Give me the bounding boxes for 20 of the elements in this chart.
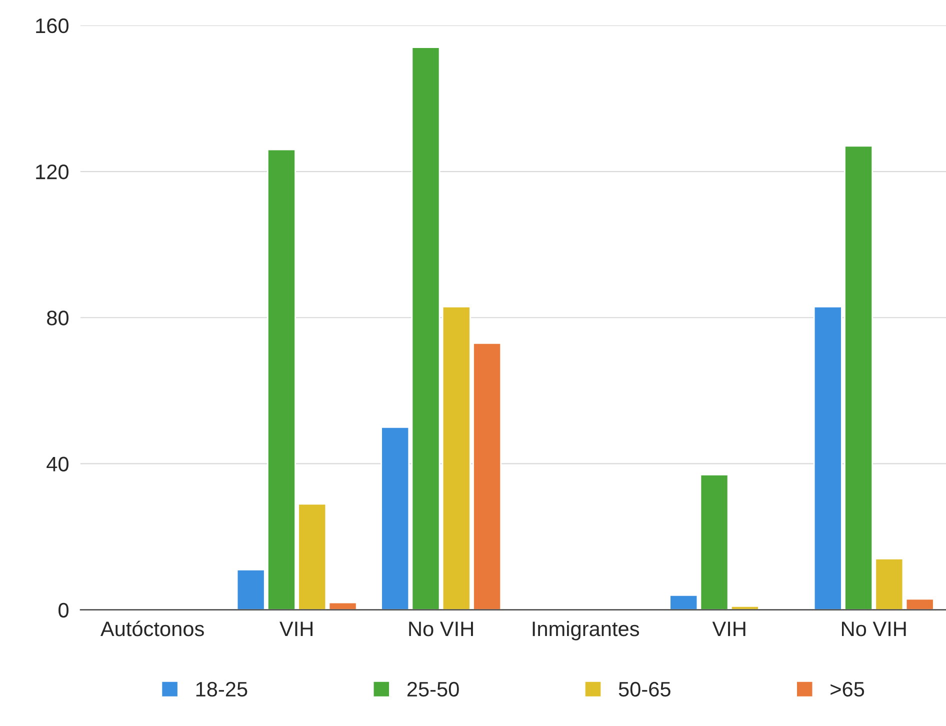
y-tick-label: 160 [36, 18, 68, 34]
legend-label: 18-25 [196, 682, 248, 697]
bar [328, 602, 358, 610]
y-tick-label: 0 [58, 602, 68, 618]
y-tick-label: 80 [47, 310, 68, 326]
bar [669, 594, 698, 610]
legend-label: 25-50 [407, 682, 459, 697]
bar [411, 46, 440, 610]
x-tick-label: Autóctonos [100, 620, 204, 636]
bar [380, 426, 410, 610]
bar [905, 598, 934, 610]
legend-label: >65 [830, 682, 864, 697]
x-tick-label: Inmigrantes [532, 620, 640, 640]
y-tick-label: 40 [46, 456, 68, 472]
x-tick-label: No VIH [409, 622, 473, 636]
x-tick-label: VIH [280, 622, 312, 636]
legend-label: 50-65 [618, 682, 670, 697]
x-tick-label: No VIH [842, 622, 906, 636]
y-tick-label: 120 [36, 164, 68, 180]
x-tick-label: VIH [712, 622, 746, 636]
